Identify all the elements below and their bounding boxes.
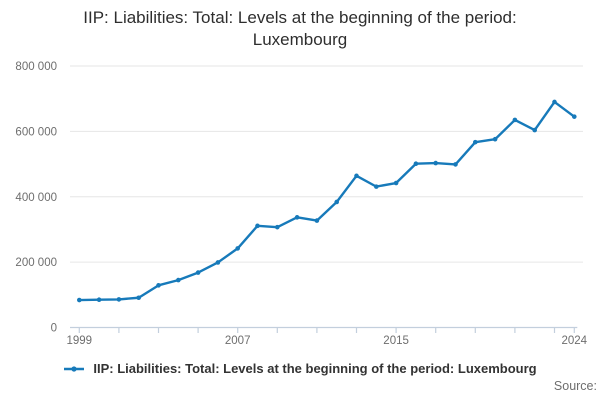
data-point[interactable]	[96, 297, 102, 303]
data-point[interactable]	[572, 114, 577, 119]
y-axis-tick-label: 800 000	[15, 61, 57, 73]
legend-line-marker-icon	[64, 365, 85, 372]
data-point[interactable]	[393, 180, 399, 186]
data-point[interactable]	[275, 224, 280, 230]
data-point[interactable]	[453, 162, 458, 167]
source-label: Source:	[553, 379, 597, 393]
x-axis-tick-label: 2007	[225, 335, 251, 347]
x-axis-tick-label: 1999	[67, 335, 93, 347]
data-point[interactable]	[433, 160, 439, 166]
data-series[interactable]	[77, 99, 577, 303]
data-point[interactable]	[314, 218, 320, 223]
data-point[interactable]	[176, 277, 181, 283]
legend[interactable]: IIP: Liabilities: Total: Levels at the b…	[0, 361, 600, 376]
data-point[interactable]	[552, 99, 557, 105]
legend-label: IIP: Liabilities: Total: Levels at the b…	[93, 361, 537, 376]
chart-title-line2: Luxembourg	[252, 30, 348, 50]
data-point[interactable]	[492, 136, 498, 142]
data-point[interactable]	[512, 117, 518, 123]
data-point[interactable]	[294, 215, 300, 220]
x-axis-tick-label: 2024	[562, 335, 588, 347]
data-point[interactable]	[77, 297, 82, 303]
data-point[interactable]	[136, 295, 141, 301]
chart-title: IIP: Liabilities: Total: Levels at the b…	[30, 7, 570, 51]
data-point[interactable]	[156, 283, 161, 288]
y-axis-labels: 0 200 000 400 000 600 000 800 000	[15, 61, 57, 335]
gridlines	[70, 65, 583, 263]
data-point[interactable]	[413, 161, 419, 167]
x-axis-labels: 1999 2007 2015 2024	[67, 335, 588, 347]
data-point[interactable]	[195, 270, 201, 275]
data-point[interactable]	[215, 260, 221, 265]
y-axis-tick-label: 0	[51, 323, 57, 335]
data-point[interactable]	[235, 246, 240, 251]
y-axis-tick-label: 600 000	[15, 126, 57, 138]
data-point[interactable]	[255, 223, 260, 229]
chart-title-line1: IIP: Liabilities: Total: Levels at the b…	[83, 8, 517, 27]
data-point[interactable]	[334, 199, 340, 205]
series-line[interactable]	[78, 100, 576, 302]
data-point[interactable]	[354, 173, 359, 179]
y-axis-tick-label: 400 000	[15, 192, 57, 204]
x-axis-tick-label: 2015	[383, 335, 409, 347]
data-point[interactable]	[473, 139, 478, 145]
x-axis	[70, 326, 578, 333]
y-axis-tick-label: 200 000	[15, 257, 57, 269]
data-point[interactable]	[116, 297, 122, 302]
data-point[interactable]	[374, 184, 379, 189]
data-point[interactable]	[532, 127, 537, 133]
